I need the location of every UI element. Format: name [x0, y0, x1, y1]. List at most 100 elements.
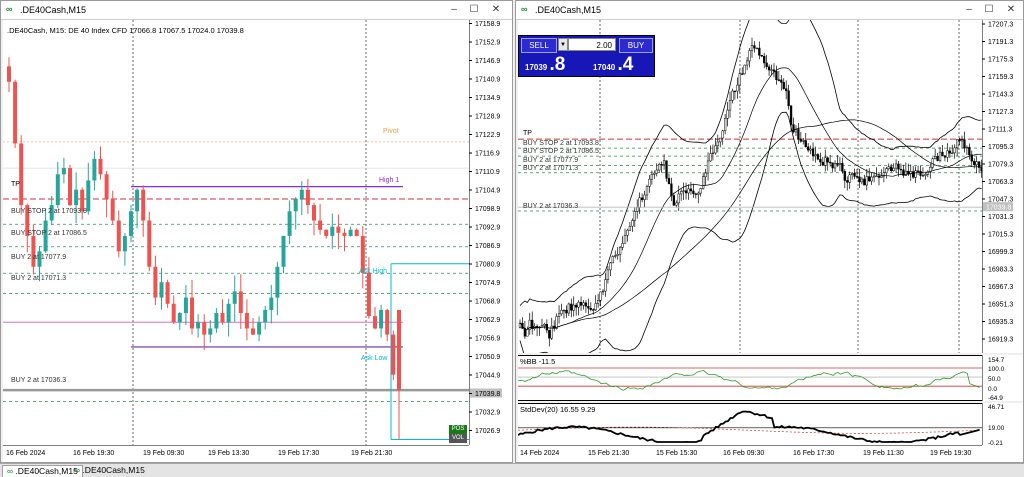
right-price-axis[interactable]: 17207.3 17191.3 17175.3 17159.3 17143.3 17127… — [982, 20, 1023, 353]
tab-chart-1[interactable]: ∞ .DE40Cash,M15 — [2, 465, 83, 477]
price-tick-label: 17044.9 — [475, 373, 500, 380]
one-click-trading-panel[interactable]: SELL ▼ 2.00 BUY 17039 .8 17040 .4 — [518, 35, 655, 77]
candle-body — [807, 146, 810, 151]
maximize-button[interactable]: ☐ — [984, 4, 994, 15]
chart-tab-icon: ∞ — [7, 466, 14, 476]
candle-body — [373, 316, 377, 329]
price-tick-label: 17158.9 — [475, 21, 500, 28]
stddev-axis-svg: 46.71 19.00 -0.21 — [982, 403, 1005, 445]
volume-input[interactable]: 2.00 — [568, 38, 616, 51]
pct-bb-panel[interactable]: %BB -11.5 — [518, 355, 982, 401]
candle-body — [824, 157, 827, 166]
candle-body — [584, 302, 588, 307]
left-price-axis[interactable]: 17158.9 17152.9 17146.9 17140.9 17134.9 17128… — [469, 20, 512, 445]
close-button[interactable]: ✕ — [1006, 4, 1016, 15]
candle-body — [692, 190, 695, 195]
candle-body — [865, 176, 868, 186]
maximize-button[interactable]: ☐ — [469, 4, 479, 15]
pct-bb-axis[interactable]: 154.7 100.0 50.0 0.0 -64.9 — [982, 355, 1023, 401]
price-tick-label: 17128.9 — [475, 114, 500, 121]
candle-body — [385, 309, 390, 335]
candle-body — [348, 229, 353, 236]
time-tick-label: 15 Feb 15:30 — [656, 450, 697, 457]
buy-button[interactable]: BUY — [619, 38, 653, 53]
price-tick-label: 17127.3 — [988, 109, 1013, 116]
candle-body — [828, 161, 832, 164]
candle-body — [293, 198, 298, 212]
position-badge[interactable]: POS — [449, 425, 467, 434]
pct-bb-label: %BB -11.5 — [520, 357, 556, 366]
annotation-high: High 1 — [379, 177, 400, 184]
left-level-buystop-1: BUY STOP 2 at 17093.8 — [11, 208, 87, 215]
candle-body — [965, 146, 969, 149]
left-chart-window[interactable]: ∞ .DE40Cash,M15 – ☐ ✕ .DE40Cash, M15: DE… — [0, 0, 513, 463]
candle-body — [855, 176, 859, 178]
candle-body — [753, 45, 756, 49]
stddev-axis[interactable]: 46.71 19.00 -0.21 — [982, 403, 1023, 445]
ask-price[interactable]: 17040 .4 — [593, 54, 633, 76]
candle-body — [853, 172, 856, 177]
candle-body — [973, 160, 976, 165]
candle-body — [702, 176, 705, 189]
bid-price[interactable]: 17039 .8 — [525, 54, 565, 76]
candle-body — [929, 166, 932, 173]
pct-bb-tick-label: 50.0 — [988, 376, 1001, 383]
price-tick-label: 17116.9 — [475, 151, 500, 158]
time-tick-label: 16 Feb 19:30 — [73, 450, 114, 457]
candle-body — [936, 156, 939, 161]
chart-window-icon: ∞ — [6, 4, 13, 14]
candle-body — [755, 47, 759, 50]
candle-body — [531, 319, 534, 329]
volume-badge[interactable]: VOL — [449, 434, 467, 443]
candle-body — [743, 64, 746, 75]
candle-body — [122, 235, 127, 252]
candle-body — [183, 297, 188, 314]
minimize-button[interactable]: – — [966, 4, 972, 15]
price-tick-label: 16999.3 — [988, 249, 1013, 256]
candle-body — [765, 62, 768, 68]
candle-body — [550, 325, 553, 339]
candle-body — [553, 325, 556, 329]
candle-body — [633, 211, 636, 221]
right-time-axis[interactable]: 14 Feb 2024 15 Feb 21:30 15 Feb 15:30 16 Fe… — [518, 445, 1023, 462]
price-tick-label: 17134.9 — [475, 95, 500, 102]
close-button[interactable]: ✕ — [491, 4, 501, 15]
left-window-titlebar[interactable]: ∞ .DE40Cash,M15 – ☐ ✕ — [1, 1, 512, 20]
candle-body — [281, 235, 286, 267]
stddev-panel[interactable]: StdDev(20) 16.55 9.29 — [518, 403, 982, 445]
candle-body — [894, 163, 898, 169]
candle-body — [25, 205, 30, 236]
right-window-titlebar[interactable]: ∞ .DE40Cash,M15 – ☐ ✕ — [516, 1, 1023, 20]
sell-button[interactable]: SELL — [521, 38, 557, 53]
current-price-box — [983, 202, 1013, 212]
candle-body — [13, 81, 18, 144]
candle-body — [658, 164, 661, 171]
left-price-plot[interactable]: .DE40Cash, M15: DE 40 Index CFD 17066.8 … — [3, 20, 469, 445]
candle-body — [628, 225, 632, 231]
candle-body — [763, 55, 766, 64]
price-tick-label: 17110.9 — [475, 169, 500, 176]
chart-tabs-bar[interactable]: ∞ .DE40Cash,M15 ∞ .DE40Cash,M15 — [0, 463, 1024, 477]
volume-decrease-button[interactable]: ▼ — [558, 38, 568, 51]
price-tick-label: 17086.9 — [475, 243, 500, 250]
candle-body — [342, 232, 347, 236]
time-tick-label: 15 Feb 21:30 — [588, 450, 629, 457]
tab-chart-2-label: .DE40Cash,M15 — [82, 465, 145, 475]
right-level-buy-1: BUY 2 at 17077.9 — [523, 157, 579, 164]
candle-body — [638, 197, 641, 208]
tab-chart-2[interactable]: ∞ .DE40Cash,M15 — [70, 465, 149, 476]
candle-body — [770, 69, 773, 71]
candle-body — [958, 139, 961, 142]
candle-body — [609, 262, 612, 271]
candle-body — [809, 148, 812, 151]
candle-body — [548, 329, 551, 339]
candle-body — [789, 105, 793, 125]
price-tick-label: 17146.9 — [475, 58, 500, 65]
candle-body — [655, 169, 658, 174]
candle-body — [870, 176, 873, 182]
left-time-axis[interactable]: 16 Feb 2024 16 Feb 19:30 19 Feb 09:30 19 Fe… — [3, 445, 512, 462]
candle-body — [366, 272, 371, 317]
right-price-axis-svg: 17207.3 17191.3 17175.3 17159.3 17143.3 17127… — [982, 20, 1013, 353]
candle-body — [645, 186, 649, 196]
minimize-button[interactable]: – — [451, 4, 457, 15]
